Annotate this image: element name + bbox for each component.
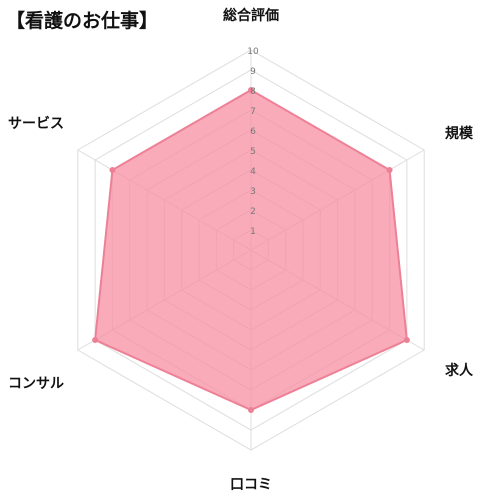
data-point-コンサル — [92, 337, 99, 343]
axis-label-2: 求人 — [445, 362, 474, 379]
data-point-総合評価 — [248, 87, 254, 93]
series-area-0 — [94, 89, 408, 411]
axis-label-5: サービス — [8, 116, 64, 132]
tick-label-2: 2 — [250, 207, 256, 217]
tick-label-1: 1 — [250, 227, 256, 237]
data-point-規模 — [386, 167, 393, 173]
axis-label-3: 口コミ — [230, 477, 272, 493]
data-point-求人 — [403, 337, 410, 343]
radar-tick-labels: 1 2 3 4 5 6 7 8 9 10 — [247, 47, 259, 237]
tick-label-8: 8 — [250, 87, 256, 97]
tick-label-9: 9 — [250, 67, 256, 77]
page-title: 【看護のお仕事】 — [6, 10, 159, 32]
axis-label-4: コンサル — [8, 376, 64, 392]
tick-label-6: 6 — [250, 127, 256, 137]
data-point-サービス — [109, 167, 116, 173]
axis-label-1: 規模 — [445, 125, 474, 142]
axis-label-0: 総合評価 — [223, 7, 279, 24]
tick-label-4: 4 — [250, 167, 256, 177]
radar-series — [92, 87, 410, 413]
tick-label-3: 3 — [250, 187, 256, 197]
tick-label-7: 7 — [250, 107, 256, 117]
tick-label-5: 5 — [250, 147, 256, 157]
tick-label-10: 10 — [247, 47, 259, 57]
data-point-口コミ — [248, 407, 254, 413]
